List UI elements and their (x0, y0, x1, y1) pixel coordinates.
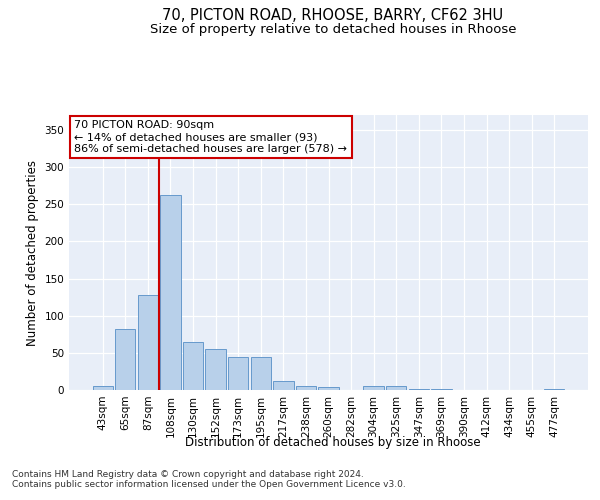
Bar (92, 386, 113, 390)
Bar (296, 386, 316, 390)
Bar (228, 356, 248, 390)
Bar (160, 194, 181, 390)
Bar (251, 356, 271, 390)
Bar (319, 387, 338, 390)
Text: Distribution of detached houses by size in Rhoose: Distribution of detached houses by size … (185, 436, 481, 449)
Bar (205, 349, 226, 390)
Bar (364, 386, 384, 390)
Bar (183, 342, 203, 390)
Y-axis label: Number of detached properties: Number of detached properties (26, 160, 39, 346)
Text: Size of property relative to detached houses in Rhoose: Size of property relative to detached ho… (150, 22, 516, 36)
Bar (409, 388, 429, 390)
Text: Contains HM Land Registry data © Crown copyright and database right 2024.
Contai: Contains HM Land Registry data © Crown c… (12, 470, 406, 490)
Bar (115, 329, 136, 390)
Text: 70, PICTON ROAD, RHOOSE, BARRY, CF62 3HU: 70, PICTON ROAD, RHOOSE, BARRY, CF62 3HU (163, 8, 503, 22)
Bar (273, 381, 293, 390)
Bar (386, 386, 406, 390)
Text: 70 PICTON ROAD: 90sqm
← 14% of detached houses are smaller (93)
86% of semi-deta: 70 PICTON ROAD: 90sqm ← 14% of detached … (74, 120, 347, 154)
Bar (138, 295, 158, 390)
Bar (544, 388, 565, 390)
